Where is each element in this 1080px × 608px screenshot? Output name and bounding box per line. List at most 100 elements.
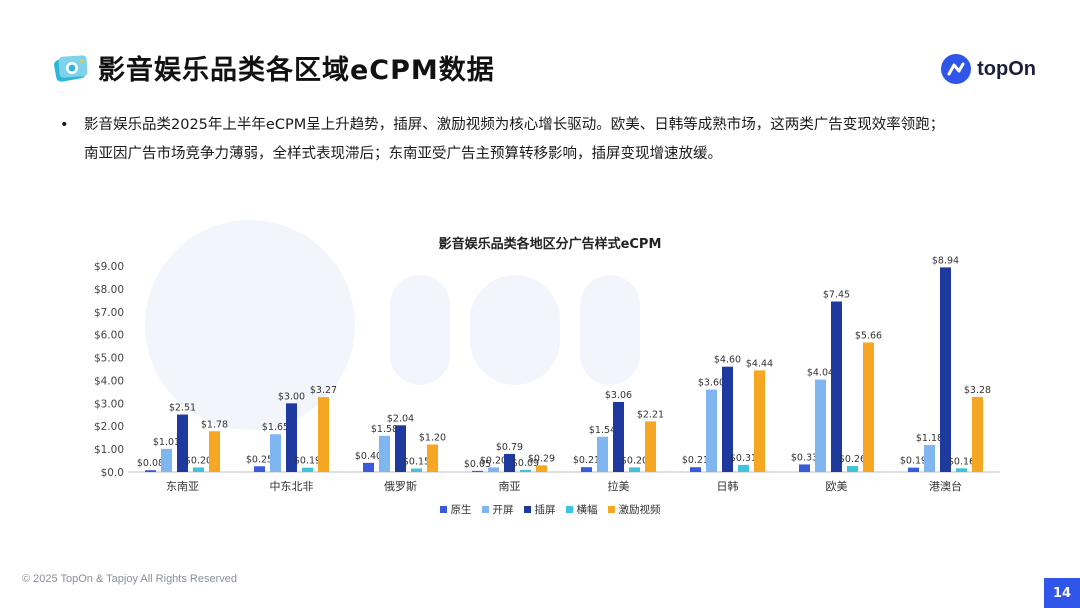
bar-value-label: $0.08	[137, 458, 164, 469]
legend-item: 原生	[439, 502, 472, 517]
bar-value-label: $0.21	[682, 455, 709, 466]
x-category-label: 日韩	[717, 479, 739, 493]
bar-value-label: $1.01	[153, 437, 180, 448]
copyright-text: © 2025 TopOn & Tapjoy All Rights Reserve…	[22, 573, 237, 585]
legend-label: 开屏	[492, 504, 514, 516]
bar	[956, 468, 967, 472]
y-tick-label: $4.00	[94, 375, 124, 387]
bar	[254, 466, 265, 472]
bar	[972, 396, 983, 472]
bar-value-label: $4.04	[807, 368, 834, 379]
bar-value-label: $2.04	[387, 413, 414, 424]
bar	[395, 425, 406, 472]
y-tick-label: $6.00	[94, 330, 124, 342]
bar	[302, 467, 313, 472]
legend-swatch	[607, 506, 615, 513]
bar-value-label: $5.66	[855, 330, 882, 341]
legend-label: 激励视频	[618, 504, 661, 516]
bar-value-label: $1.20	[419, 433, 446, 444]
bar	[722, 366, 733, 472]
bar-value-label: $0.19	[900, 456, 927, 467]
bar-value-label: $3.06	[605, 390, 632, 401]
y-tick-label: $1.00	[94, 444, 124, 456]
legend-item: 开屏	[481, 502, 514, 517]
bar-value-label: $3.27	[310, 385, 337, 396]
bar-value-label: $0.25	[246, 454, 273, 465]
bar	[799, 464, 810, 472]
legend-label: 横幅	[576, 504, 598, 516]
bar	[504, 453, 515, 472]
bar-value-label: $0.31	[730, 453, 757, 464]
bar-value-label: $3.60	[698, 378, 725, 389]
bar	[581, 467, 592, 472]
x-category-label: 南亚	[499, 480, 521, 493]
x-category-label: 中东北非	[270, 480, 314, 493]
bar-value-label: $7.45	[823, 289, 850, 300]
bar	[924, 444, 935, 472]
summary-line-2: 南亚因广告市场竞争力薄弱，全样式表现滞后；东南亚受广告主预算转移影响，插屏变现增…	[84, 146, 722, 162]
bar-value-label: $1.18	[916, 433, 943, 444]
bar	[209, 431, 220, 472]
y-tick-label: $9.00	[94, 261, 124, 273]
bar-value-label: $1.65	[262, 422, 289, 433]
bar-value-label: $0.29	[528, 453, 555, 464]
bar	[286, 403, 297, 472]
bar	[629, 467, 640, 472]
bar	[645, 421, 656, 472]
x-category-label: 港澳台	[929, 479, 962, 493]
bar	[411, 468, 422, 472]
bar-value-label: $4.60	[714, 355, 741, 366]
bar-value-label: $0.20	[480, 455, 507, 466]
legend-swatch	[439, 506, 447, 513]
summary-text: • 影音娱乐品类2025年上半年eCPM呈上升趋势，插屏、激励视频为核心增长驱动…	[60, 111, 1050, 169]
bar	[754, 370, 765, 472]
bar	[520, 469, 531, 472]
bar-value-label: $0.09	[512, 458, 539, 469]
brand-name: topOn	[977, 57, 1036, 80]
bar	[690, 467, 701, 472]
bar-value-label: $4.44	[746, 358, 773, 369]
bar	[536, 465, 547, 472]
bar	[145, 470, 156, 472]
x-category-label: 欧美	[826, 480, 848, 493]
bar-value-label: $0.21	[573, 455, 600, 466]
summary-line-1: 影音娱乐品类2025年上半年eCPM呈上升趋势，插屏、激励视频为核心增长驱动。欧…	[84, 117, 945, 133]
legend-label: 插屏	[534, 504, 556, 516]
bar-value-label: $0.20	[621, 455, 648, 466]
bar	[270, 434, 281, 472]
bar	[738, 464, 749, 472]
bar	[815, 379, 826, 472]
bar	[488, 467, 499, 472]
topon-watermark-icon	[145, 220, 640, 430]
bar-value-label: $3.28	[964, 385, 991, 396]
page-title: 影音娱乐品类各区域eCPM数据	[98, 55, 495, 86]
x-category-label: 俄罗斯	[384, 480, 417, 493]
bullet: •	[60, 117, 69, 133]
topon-logo-icon	[941, 54, 972, 84]
bar-value-label: $0.20	[185, 455, 212, 466]
bar-value-label: $0.05	[464, 459, 491, 470]
chart-legend: 原生 开屏 插屏 横幅 激励视频	[0, 502, 1080, 517]
y-tick-label: $8.00	[94, 284, 124, 296]
bar	[847, 466, 858, 472]
bar	[597, 436, 608, 472]
bar	[831, 301, 842, 472]
y-tick-label: $3.00	[94, 398, 124, 410]
bar-value-label: $2.51	[169, 403, 196, 414]
bar-value-label: $0.16	[948, 456, 975, 467]
bar	[363, 462, 374, 472]
bar	[177, 414, 188, 472]
x-category-label: 拉美	[608, 479, 630, 493]
bar	[161, 448, 172, 472]
brand-logo: topOn	[941, 54, 1036, 84]
bar	[613, 401, 624, 472]
bar	[379, 435, 390, 472]
bar	[706, 389, 717, 472]
legend-swatch	[523, 506, 531, 513]
legend-swatch	[565, 506, 573, 513]
bar-value-label: $0.40	[355, 451, 382, 462]
legend-swatch	[481, 506, 489, 513]
page-number: 14	[1044, 578, 1080, 608]
bar-value-label: $0.33	[791, 452, 818, 463]
bar-value-label: $3.00	[278, 391, 305, 402]
